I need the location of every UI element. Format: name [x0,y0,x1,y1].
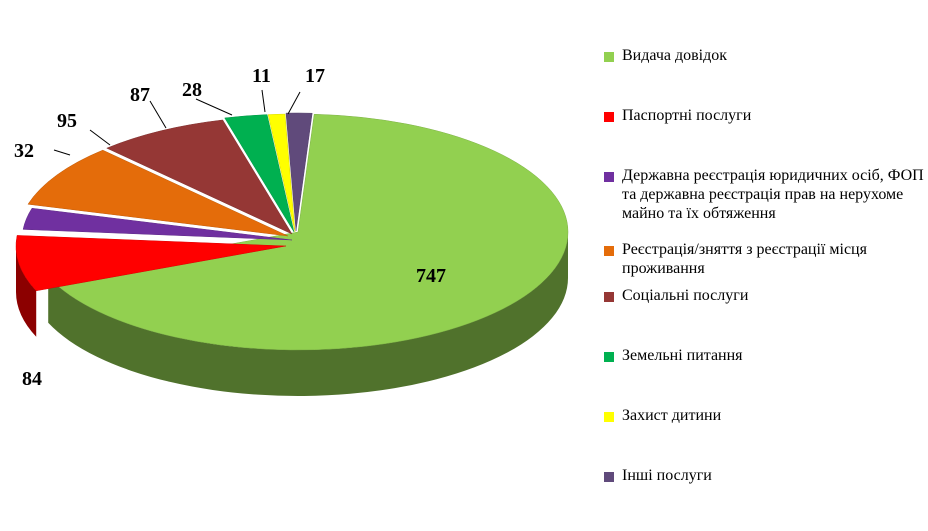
legend-label: Державна реєстрація юридичних осіб, ФОП … [622,167,924,222]
label-leader-line [149,100,167,129]
data-label: 84 [22,368,42,390]
data-label: 11 [252,65,271,87]
legend-item: Реєстрація/зняття з реєстрації місця про… [604,240,924,278]
pie-slice [22,207,293,241]
legend-item: Державна реєстрація юридичних осіб, ФОП … [604,166,924,223]
pie-slice [267,113,296,233]
data-label: 17 [305,65,325,87]
legend-label: Захист дитини [622,407,722,424]
label-leader-line [89,129,111,146]
legend-swatch [604,412,614,422]
legend-swatch [604,112,614,122]
legend-label: Видача довідок [622,47,728,64]
data-label: 32 [14,140,34,162]
data-label: 28 [182,79,202,101]
pie-slice [106,119,293,235]
label-leader-line [287,91,301,115]
legend-swatch [604,172,614,182]
legend-label: Реєстрація/зняття з реєстрації місця про… [622,241,867,277]
legend-item: Паспортні послуги [604,106,924,125]
legend-label: Земельні питання [622,347,743,364]
legend-swatch [604,246,614,256]
label-leader-line [261,89,266,113]
pie-slice [27,149,289,237]
legend-swatch [604,472,614,482]
legend-label: Паспортні послуги [622,107,752,124]
legend-item: Інші послуги [604,466,924,485]
data-label: 95 [57,110,77,132]
legend-item: Захист дитини [604,406,924,425]
legend-swatch [604,352,614,362]
legend-item: Земельні питання [604,346,924,365]
data-label: 87 [130,84,150,106]
legend-item: Видача довідок [604,46,924,65]
legend-swatch [604,52,614,62]
label-leader-line [53,149,71,156]
data-label: 747 [416,265,446,287]
legend-item: Соціальні послуги [604,286,924,305]
label-leader-line [195,98,233,116]
pie-slice-side [48,232,569,397]
legend-label: Інші послуги [622,467,712,484]
pie-slice [224,114,295,233]
legend-label: Соціальні послуги [622,287,749,304]
pie-slice [47,113,569,351]
legend-swatch [604,292,614,302]
pie-slice-side [16,246,37,337]
pie-slice [285,112,313,232]
pie-slice [15,235,287,292]
